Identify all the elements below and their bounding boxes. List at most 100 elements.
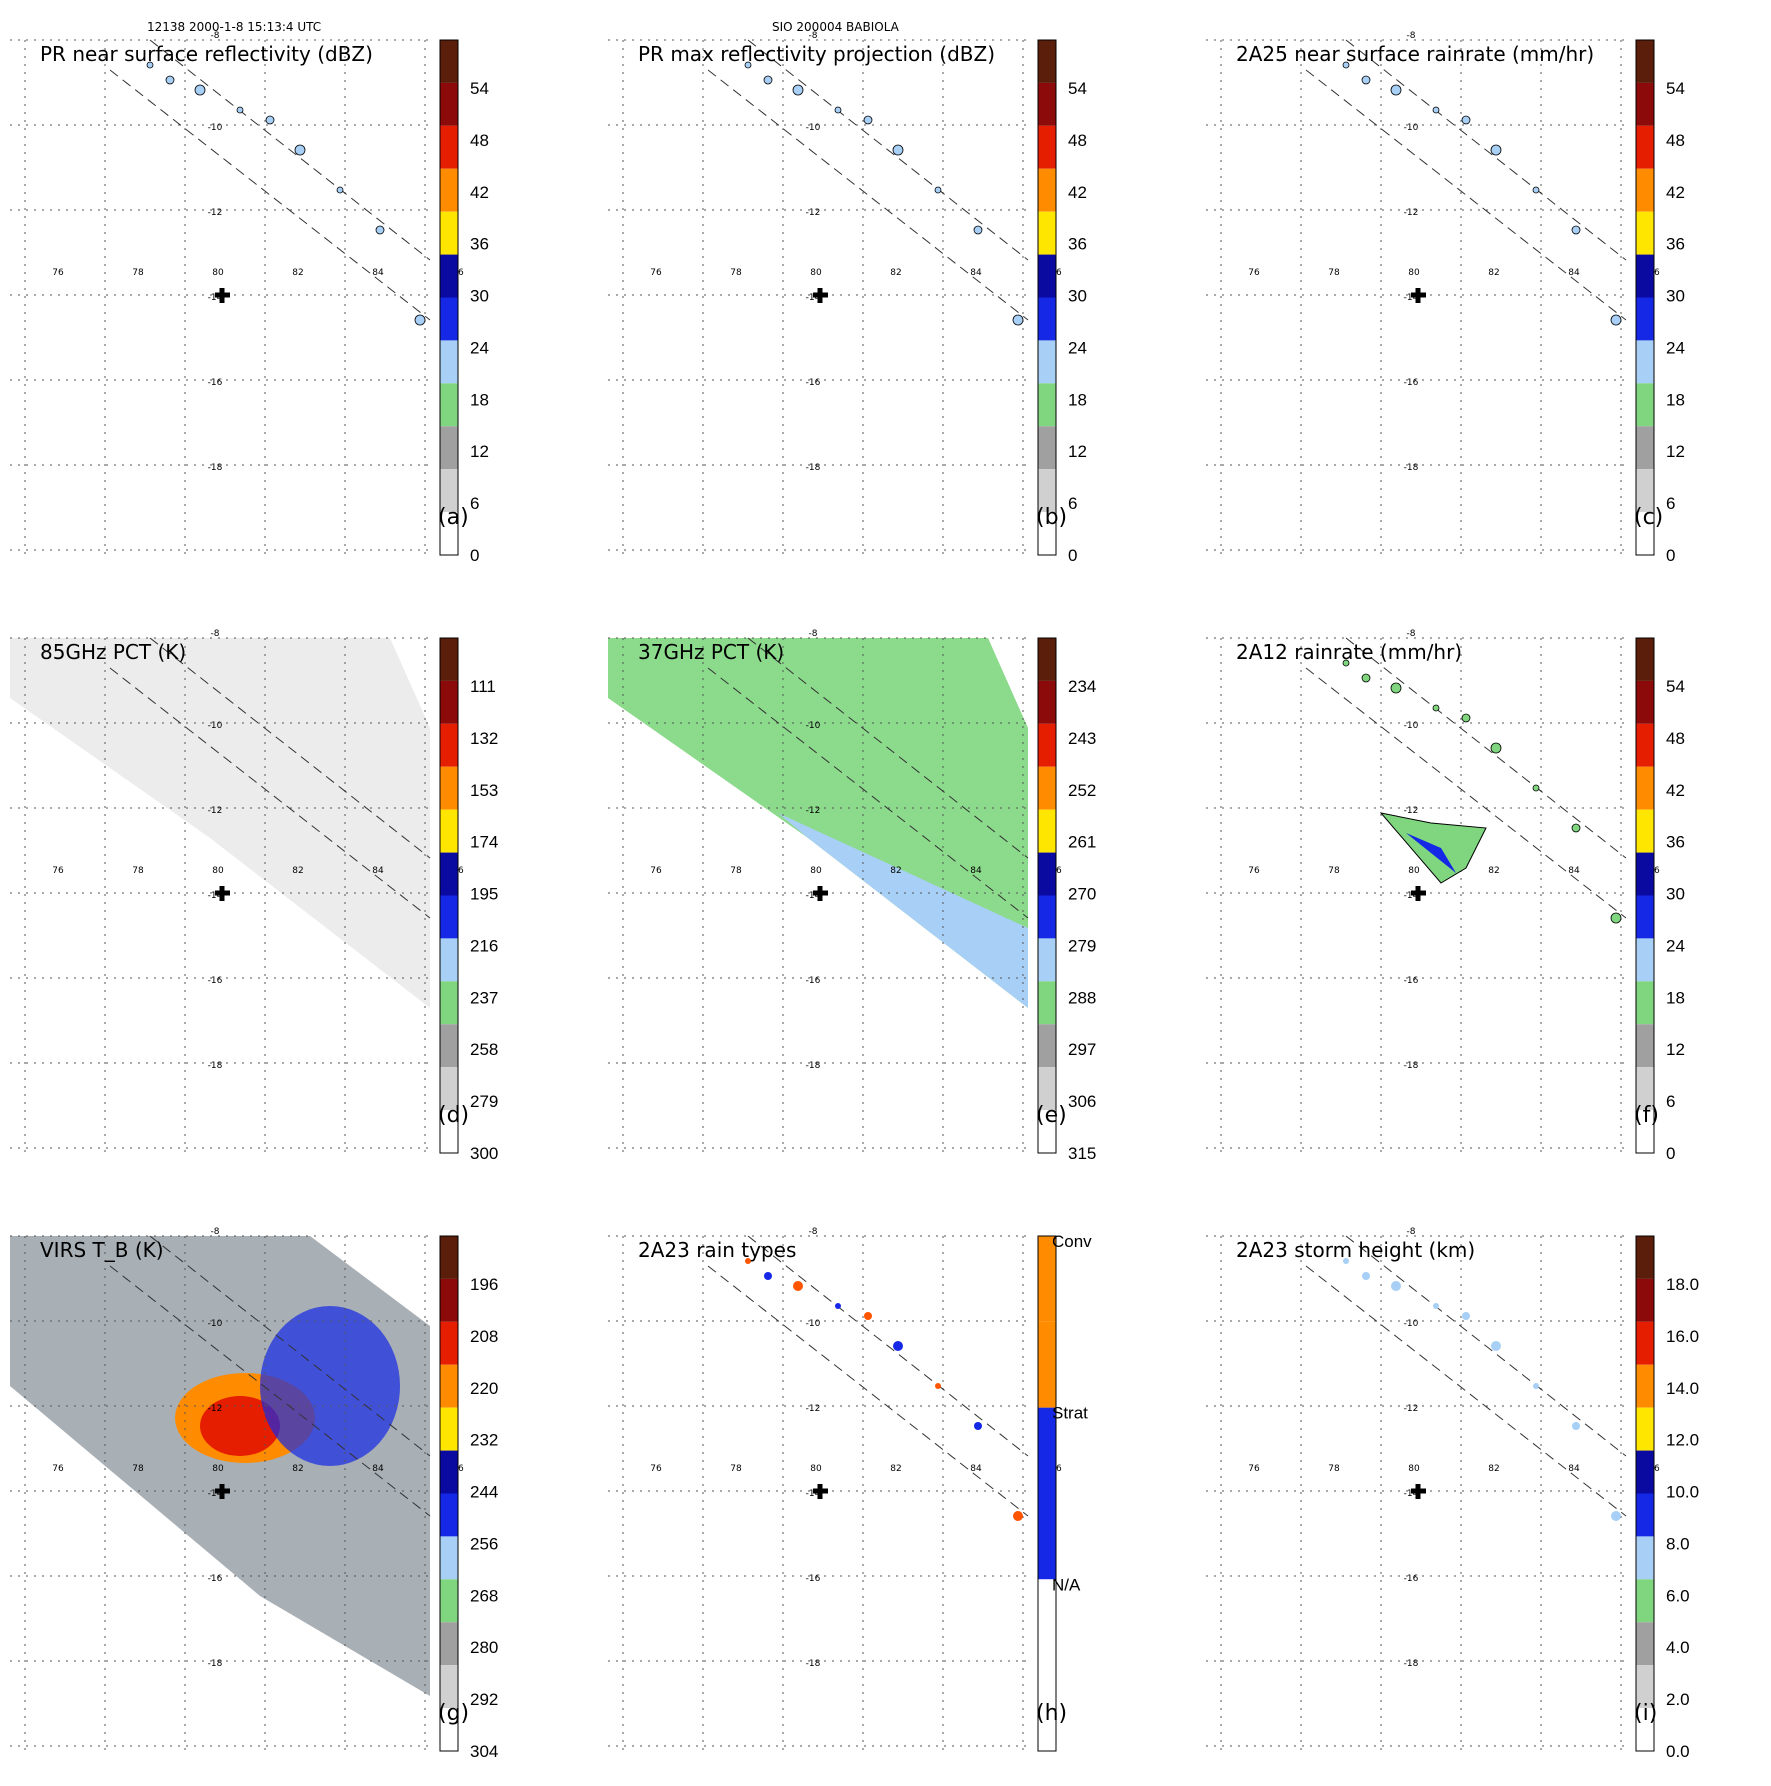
lon-tick-label: 82 <box>292 866 303 876</box>
colorbar-segment <box>1038 723 1056 767</box>
lon-tick-label: 84 <box>1568 268 1580 278</box>
colorbar-tick-label: 0 <box>1068 546 1077 565</box>
rain-echo <box>973 225 983 235</box>
swath-edge-west <box>707 1265 1029 1517</box>
rain-echo <box>893 1341 903 1351</box>
lat-tick-label: -10 <box>806 1319 821 1329</box>
lon-tick-label: 80 <box>212 1464 224 1474</box>
rain-echo <box>1490 742 1502 754</box>
map-figure: 767880828486-8-10-12-14-16-1823424325226… <box>608 629 1096 1163</box>
lon-tick-label: 76 <box>52 866 64 876</box>
panel-label: (b) <box>1036 505 1068 530</box>
panel-f: 767880828486-8-10-12-14-16-1854484236302… <box>1196 598 1771 1188</box>
colorbar-segment <box>1636 1278 1654 1322</box>
colorbar-segment <box>440 895 458 939</box>
colorbar-tick-label: 12 <box>1666 1040 1685 1059</box>
colorbar-segment <box>1038 125 1056 169</box>
rain-echo <box>1012 314 1024 326</box>
rain-echo <box>1571 225 1581 235</box>
colorbar-tick-label: 12 <box>1068 442 1087 461</box>
lat-tick-label: -18 <box>806 463 821 473</box>
colorbar-segment <box>1038 1407 1056 1494</box>
colorbar-segment <box>1636 766 1654 810</box>
colorbar-segment <box>1636 1110 1654 1153</box>
lon-tick-label: 78 <box>730 1464 742 1474</box>
lon-tick-label: 80 <box>810 268 822 278</box>
lat-tick-label: -14 <box>1404 293 1419 303</box>
storm-center-icon <box>1411 886 1426 901</box>
rain-echo <box>236 106 244 114</box>
colorbar-frame <box>1037 1235 1057 1752</box>
colorbar-tick-label: 8.0 <box>1666 1534 1690 1553</box>
colorbar-segment <box>440 1110 458 1153</box>
lat-tick-label: -8 <box>809 31 818 41</box>
colorbar-tick-label: 216 <box>470 936 498 955</box>
map-figure: 767880828486-8-10-12-14-16-1819620822023… <box>10 1227 498 1761</box>
colorbar-tick-label: 10.0 <box>1666 1483 1699 1502</box>
colorbar-segment <box>440 766 458 810</box>
colorbar-tick-label: 237 <box>470 988 498 1007</box>
rain-echo <box>1461 115 1471 125</box>
lat-tick-label: -10 <box>208 123 223 133</box>
swath-edge-east <box>1345 637 1627 859</box>
rain-echo <box>1361 75 1371 85</box>
panel-title: 37GHz PCT (K) <box>638 640 785 664</box>
colorbar-segment <box>1636 340 1654 384</box>
lat-tick-label: -16 <box>208 976 223 986</box>
colorbar-segment <box>440 1321 458 1365</box>
lat-tick-label: -16 <box>806 378 821 388</box>
colorbar-segment <box>1636 895 1654 939</box>
colorbar-tick-label: 42 <box>1068 183 1087 202</box>
rain-echo <box>1532 784 1540 792</box>
colorbar-segment <box>440 1665 458 1709</box>
colorbar-tick-label: 304 <box>470 1742 498 1761</box>
lat-tick-label: -12 <box>208 1404 223 1414</box>
rain-echo <box>793 1281 803 1291</box>
colorbar-tick-label: 0 <box>1666 1144 1675 1163</box>
lat-tick-label: -18 <box>806 1061 821 1071</box>
swath-edge-east <box>747 39 1029 261</box>
lat-tick-label: -18 <box>208 463 223 473</box>
panel-i: 767880828486-8-10-12-14-16-1818.016.014.… <box>1196 1196 1771 1786</box>
lon-tick-label: 82 <box>292 1464 303 1474</box>
colorbar-segment <box>1636 852 1654 896</box>
lon-tick-label: 76 <box>52 1464 64 1474</box>
lon-tick-label: 84 <box>1568 866 1580 876</box>
colorbar-tick-label: 18 <box>1666 390 1685 409</box>
colorbar-segment <box>1636 1321 1654 1365</box>
colorbar-tick-label: 4.0 <box>1666 1638 1690 1657</box>
colorbar-segment <box>1636 1622 1654 1666</box>
lon-tick-label: 82 <box>1488 268 1499 278</box>
storm-center-icon <box>1411 288 1426 303</box>
colorbar-tick-label: 252 <box>1068 781 1096 800</box>
lon-tick-label: 78 <box>1328 268 1340 278</box>
panel-title: 2A23 rain types <box>638 1238 797 1262</box>
colorbar-tick-label: 258 <box>470 1040 498 1059</box>
colorbar-tick-label: 243 <box>1068 729 1096 748</box>
colorbar-tick-label: 261 <box>1068 833 1096 852</box>
colorbar-segment <box>440 1407 458 1451</box>
swath-edge-east <box>149 39 431 261</box>
rain-echo <box>165 75 175 85</box>
colorbar-segment <box>440 168 458 212</box>
lat-tick-label: -18 <box>806 1659 821 1669</box>
colorbar-tick-label: Strat <box>1052 1404 1088 1423</box>
lon-tick-label: 84 <box>970 1464 982 1474</box>
rain-echo <box>194 84 206 96</box>
colorbar-segment <box>1636 1024 1654 1068</box>
colorbar-segment <box>1636 1579 1654 1623</box>
panel-d: 767880828486-8-10-12-14-16-1811113215317… <box>0 598 590 1188</box>
colorbar-segment <box>440 1450 458 1494</box>
colorbar-tick-label: 54 <box>1666 677 1685 696</box>
rain-echo <box>1343 1258 1349 1264</box>
rain-echo <box>1571 823 1581 833</box>
rain-echo <box>1610 912 1622 924</box>
lon-tick-label: 82 <box>890 268 901 278</box>
lon-tick-label: 80 <box>212 268 224 278</box>
lat-tick-label: -8 <box>211 31 220 41</box>
colorbar-segment <box>1038 1236 1056 1322</box>
colorbar-tick-label: 42 <box>1666 781 1685 800</box>
colorbar-segment <box>1636 40 1654 83</box>
lat-tick-label: -10 <box>806 123 821 133</box>
colorbar-tick-label: 30 <box>1666 287 1685 306</box>
